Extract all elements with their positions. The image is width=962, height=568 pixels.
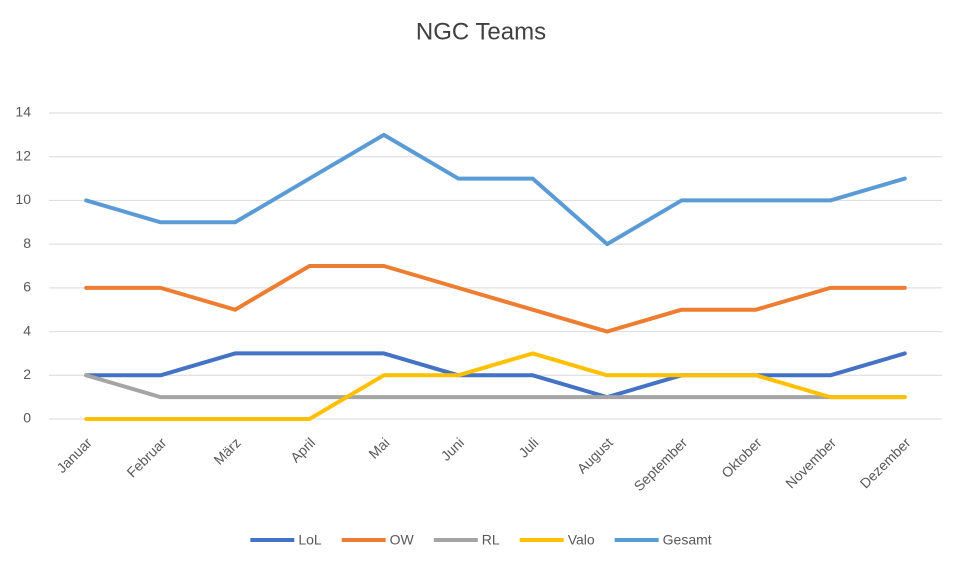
legend-label: RL [482, 532, 500, 548]
series-line [84, 351, 907, 400]
y-tick-label: 0 [23, 410, 31, 426]
legend-label: Gesamt [663, 532, 712, 548]
x-tick-label: November [782, 434, 839, 491]
y-tick-label: 6 [23, 279, 31, 295]
legend: LoL OW RL Valo Gesamt [250, 532, 712, 548]
legend-item: LoL [250, 532, 322, 548]
y-tick-label: 2 [23, 366, 31, 382]
series-line [84, 264, 907, 334]
x-tick-label: Dezember [857, 434, 914, 491]
legend-item: OW [341, 532, 415, 548]
x-tick-label: Januar [53, 434, 95, 476]
legend-item: Valo [519, 532, 595, 548]
x-tick-label: September [631, 434, 691, 494]
x-tick-label: Juli [515, 434, 541, 460]
legend-item: Gesamt [614, 532, 712, 548]
x-tick-label: März [210, 434, 243, 467]
x-tick-label: Februar [123, 434, 169, 480]
legend-label: OW [390, 532, 415, 548]
x-tick-label: Oktober [718, 434, 765, 481]
chart-title: NGC Teams [416, 18, 546, 45]
y-tick-label: 12 [15, 147, 31, 163]
series-line [84, 351, 907, 421]
y-tick-label: 14 [15, 104, 31, 120]
y-tick-label: 10 [15, 191, 31, 207]
y-tick-label: 4 [23, 322, 31, 338]
series-line [84, 132, 907, 247]
series-line [84, 373, 907, 400]
x-tick-label: April [287, 434, 318, 465]
legend-label: LoL [298, 532, 322, 548]
y-tick-label: 8 [23, 235, 31, 251]
legend-label: Valo [568, 532, 595, 548]
legend-item: RL [433, 532, 500, 548]
x-tick-label: Juni [438, 434, 467, 463]
x-tick-label: August [574, 434, 616, 476]
x-tick-label: Mai [365, 434, 392, 461]
